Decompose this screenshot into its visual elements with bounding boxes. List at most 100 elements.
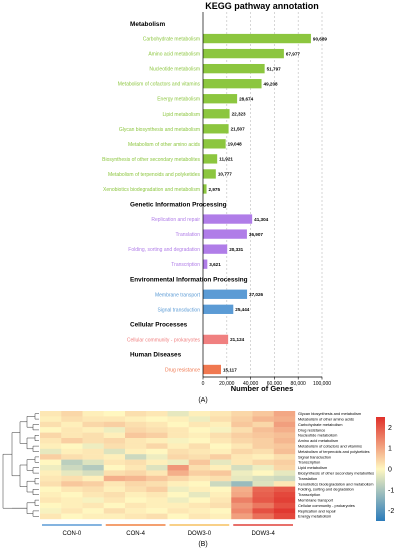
heatmap-cell [82,465,104,471]
row-label-metabolism-of-other-amino-acids: Metabolism of other amino acids [298,416,354,421]
heatmap-cell [61,513,83,520]
x-tick-label: 80,000 [291,381,307,387]
value-label-amino-acid-metabolism: 67,977 [286,51,300,56]
heatmap-cell [103,470,126,476]
heatmap-cell [146,486,168,493]
heatmap-cell [61,502,83,509]
heatmap-cell [231,513,253,520]
category-label-energy-metabolism: Energy metabolism [157,97,200,103]
heatmap-cell [40,421,62,428]
heatmap-cell [103,421,126,428]
heatmap-cell [146,411,168,417]
heatmap-cell [210,481,232,487]
value-label-energy-metabolism: 28,674 [239,97,253,102]
heatmap-cell [210,443,232,449]
bar-membrane-transport [203,289,248,299]
row-label-metabolism-of-terpenoids-and-polyketides: Metabolism of terpenoids and polyketides [298,449,370,454]
heatmap-cell [146,513,168,520]
row-label-biosynthesis-of-other-secondary-metabolites: Biosynthesis of other secondary metaboli… [298,470,374,475]
x-axis: 0 20,000 40,000 60,000 80,000 100,000 [202,12,331,387]
heatmap-cell [210,448,232,455]
heatmap-cell [61,416,83,422]
heatmap-cell [82,432,104,439]
heatmap-cell [231,470,253,476]
heatmap-cell [231,486,253,493]
row-label-nucleotide-metabolism: Nucleotide metabolism [298,433,337,438]
heatmap-cell [146,459,168,466]
heatmap-cell [167,465,189,471]
heatmap-cell [40,443,62,449]
heatmap-cell [188,448,211,455]
heatmap-cell [61,459,83,466]
value-label-biosynthesis-of-other-secondary-metabolites: 11,921 [219,157,233,162]
bar-xenobiotics-biodegradation-and-metabolism [203,184,207,194]
heatmap-cell [125,432,147,439]
heatmap-cell [188,416,211,422]
heatmap-cell [61,448,83,455]
heatmap-cell [252,411,274,417]
category-label-metabolism-of-terpenoids-and-polyketides: Metabolism of terpenoids and polyketides [108,172,200,178]
heatmap-cell [82,443,104,449]
row-label-signal-transduction: Signal transduction [298,454,331,459]
heatmap-cell [252,513,274,520]
value-label-nucleotide-metabolism: 51,797 [267,66,281,71]
heatmap-cell [82,427,104,433]
heatmap-cell [273,470,296,476]
heatmap-cell [231,465,253,471]
heatmap-cell [273,486,296,493]
heatmap-cell [40,508,62,514]
value-label-transcription: 3,621 [209,262,221,267]
heatmap-cell [82,475,104,482]
category-label-metabolism-of-other-amino-acids: Metabolism of other amino acids [128,142,200,148]
row-label-metabolism-of-cofactors-and-vitamins: Metabolism of cofactors and vitamins [298,443,362,448]
heatmap-cell [167,421,189,428]
heatmap-cell [82,502,104,509]
heatmap-cell [82,513,104,520]
heatmap-cell [252,454,274,460]
heatmap-cell [125,513,147,520]
category-label-nucleotide-metabolism: Nucleotide metabolism [149,67,200,73]
heatmap-cell [273,513,296,520]
group-label-dow3-0: DOW3-0 [188,531,212,537]
heatmap-cell [252,492,274,498]
heatmap-cell [167,513,189,520]
heatmap-cell [82,421,104,428]
heatmap: Glycan biosynthesis and metabolismMetabo… [2,411,394,548]
heatmap-cell [40,502,62,509]
kegg-bar-chart: KEGG pathway annotation Metabolism Geneti… [102,1,331,404]
heatmap-cell [252,508,274,514]
heatmap-cell [188,411,211,417]
heatmap-cell [273,481,296,487]
heatmap-cell [273,475,296,482]
category-label-glycan-biosynthesis-and-metabolism: Glycan biosynthesis and metabolism [119,127,200,133]
heatmap-cell [188,502,211,509]
heatmap-cell [146,465,168,471]
heatmap-cell [231,438,253,444]
heatmap-cell [61,481,83,487]
heatmap-cell [40,432,62,439]
heatmap-cell [61,508,83,514]
value-label-signal-transduction: 25,444 [235,307,249,312]
value-label-metabolism-of-terpenoids-and-polyketides: 10,777 [218,172,232,177]
heatmap-cell [146,438,168,444]
heatmap-cell [40,470,62,476]
heatmap-cell [61,421,83,428]
heatmap-cell [103,465,126,471]
heatmap-cell [125,443,147,449]
heatmap-cell [231,421,253,428]
colorbar-tick-label: -2 [388,508,394,515]
value-label-membrane-transport: 37,026 [249,292,263,297]
heatmap-cell [103,481,126,487]
heatmap-cell [273,443,296,449]
heatmap-cell [231,454,253,460]
heatmap-cell [231,475,253,482]
group-header-genetic-information-processing: Genetic Information Processing [130,201,227,208]
x-axis-label: Number of Genes [231,384,294,393]
heatmap-cell [61,486,83,493]
row-label-replication-and-repair: Replication and repair [298,508,337,513]
heatmap-cell [231,448,253,455]
heatmap-cell [61,443,83,449]
heatmap-cell [273,427,296,433]
heatmap-cell [146,492,168,498]
heatmap-cell [273,508,296,514]
